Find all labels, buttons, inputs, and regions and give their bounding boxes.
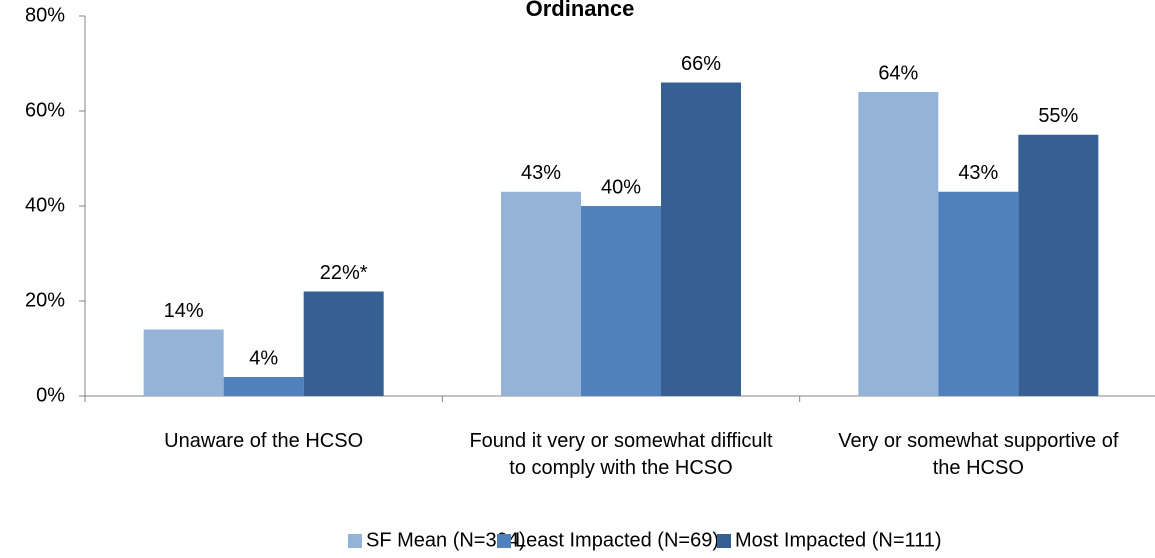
y-tick-label: 40% xyxy=(25,194,65,216)
data-label: 4% xyxy=(249,347,278,369)
y-tick-label: 20% xyxy=(25,289,65,311)
x-tick-label: Very or somewhat supportive of the HCSO xyxy=(838,430,1119,479)
bar xyxy=(581,206,661,396)
bar xyxy=(303,291,384,396)
data-label: 43% xyxy=(958,162,998,184)
bar xyxy=(938,191,1019,396)
data-label: 40% xyxy=(601,176,641,198)
bar xyxy=(661,82,741,396)
x-tick-label: Unaware of the HCSO xyxy=(164,430,364,452)
data-label: 14% xyxy=(164,300,204,322)
bar xyxy=(858,92,939,396)
data-label: 66% xyxy=(681,53,721,75)
data-label: 64% xyxy=(878,62,918,84)
data-label: 22%* xyxy=(320,262,368,284)
x-tick-label: Found it very or somewhat difficult to c… xyxy=(469,430,773,479)
legend-label: Least Impacted (N=69) xyxy=(515,529,719,551)
bar xyxy=(143,329,224,396)
legend-label: Most Impacted (N=111) xyxy=(735,529,942,551)
legend-swatch xyxy=(497,534,511,548)
y-tick-label: 60% xyxy=(25,99,65,121)
legend-label: SF Mean (N=394) xyxy=(366,529,526,551)
legend-swatch xyxy=(348,534,362,548)
data-label: 43% xyxy=(521,162,561,184)
legend-swatch xyxy=(717,534,731,548)
bar xyxy=(223,377,304,396)
bar xyxy=(1018,134,1099,396)
chart-title: Ordinance xyxy=(526,0,635,21)
y-tick-label: 0% xyxy=(36,384,65,406)
bar xyxy=(501,191,581,396)
y-tick-label: 80% xyxy=(25,4,65,26)
data-label: 55% xyxy=(1038,105,1078,127)
